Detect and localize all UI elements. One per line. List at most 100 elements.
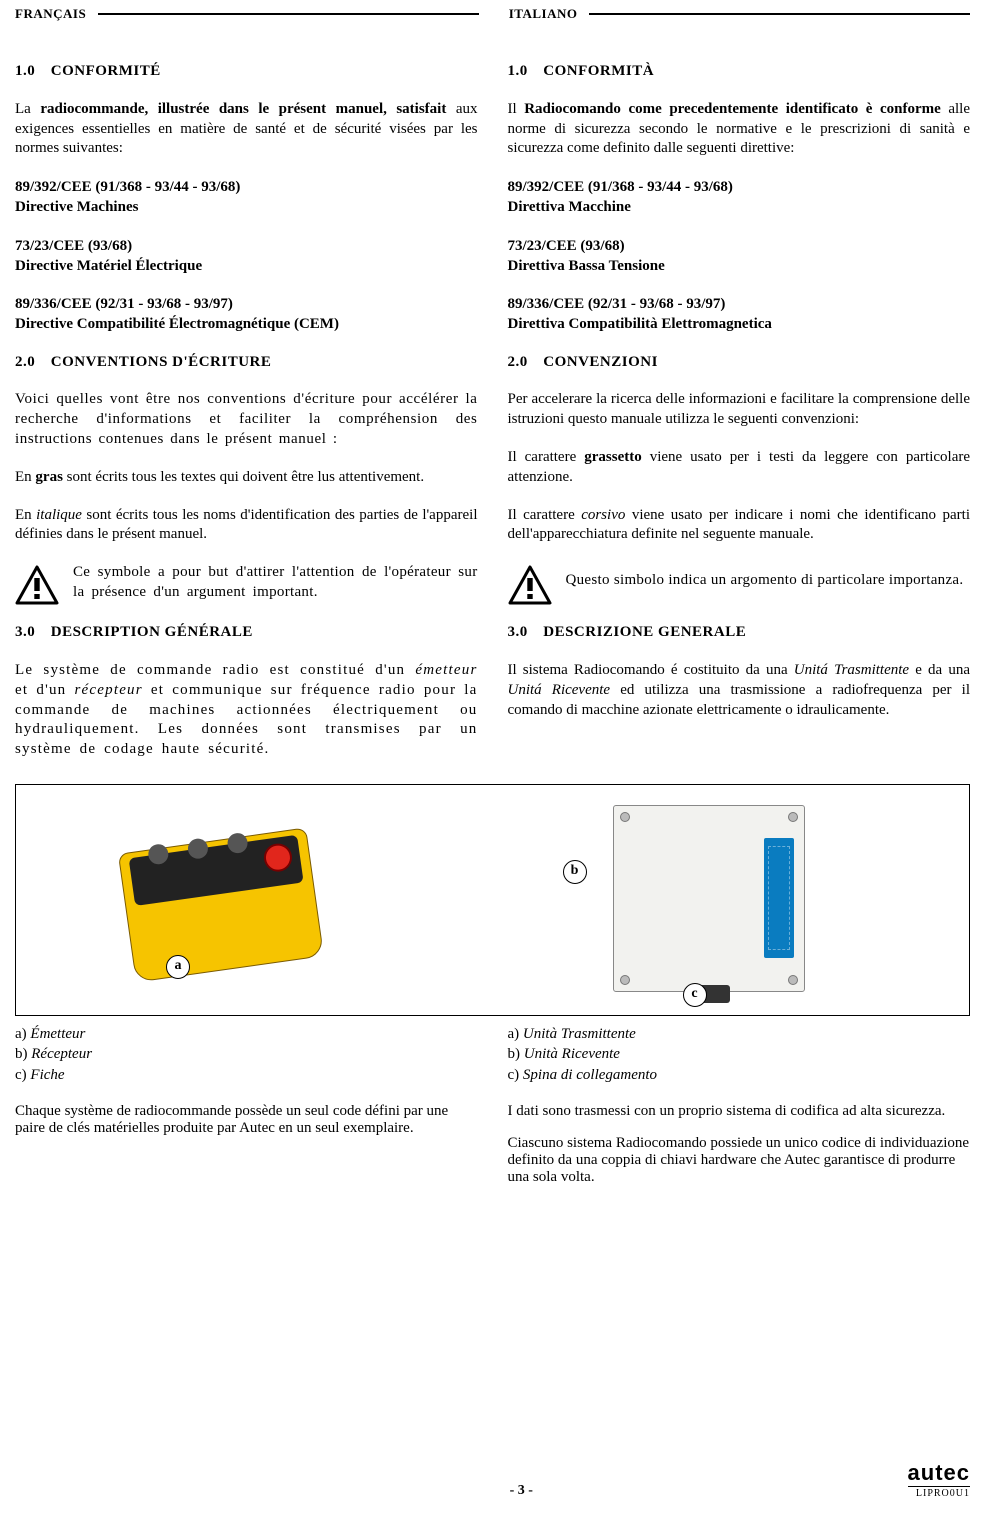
text: c) bbox=[508, 1067, 523, 1083]
text: émetteur bbox=[415, 662, 477, 678]
transmitter-illustration bbox=[118, 827, 324, 982]
fr-directive-2: 73/23/CEE (93/68) Directive Matériel Éle… bbox=[15, 236, 478, 277]
fr-sec2-p1: Voici quelles vont être nos conventions … bbox=[15, 390, 478, 449]
it-tail2: Ciascuno sistema Radiocomando possiede u… bbox=[508, 1135, 971, 1186]
marker-c: c bbox=[683, 983, 707, 1007]
text: radiocommande, illustrée dans le présent… bbox=[40, 101, 446, 117]
legend-item: b) Récepteur bbox=[15, 1044, 478, 1064]
text: 89/336/CEE (92/31 - 93/68 - 93/97) bbox=[15, 294, 478, 314]
it-tail1: I dati sono trasmessi con un proprio sis… bbox=[508, 1103, 971, 1120]
text: Directive Compatibilité Électromagnétiqu… bbox=[15, 314, 478, 334]
text: En bbox=[15, 469, 35, 485]
text: a) bbox=[508, 1026, 523, 1042]
it-sec2-p1: Per accelerare la ricerca delle informaz… bbox=[508, 390, 971, 430]
text: La bbox=[15, 101, 40, 117]
text: italique bbox=[36, 507, 82, 523]
it-directive-2: 73/23/CEE (93/68) Direttiva Bassa Tensio… bbox=[508, 236, 971, 277]
page-number: - 3 - bbox=[135, 1483, 908, 1499]
column-french: 1.0 CONFORMITÉ La radiocommande, illustr… bbox=[15, 62, 478, 778]
header-rule-2 bbox=[589, 13, 970, 15]
warning-icon bbox=[508, 565, 552, 605]
text: Unità Ricevente bbox=[524, 1046, 620, 1062]
text: Directive Machines bbox=[15, 197, 478, 217]
it-sec2-p3: Il carattere corsivo viene usato per ind… bbox=[508, 506, 971, 546]
text: sont écrits tous les textes qui doivent … bbox=[63, 469, 424, 485]
text: corsivo bbox=[581, 507, 625, 523]
fr-warning: Ce symbole a pour but d'attirer l'attent… bbox=[15, 563, 478, 605]
text: grassetto bbox=[584, 449, 641, 465]
it-sec2-title: 2.0 CONVENZIONI bbox=[508, 353, 971, 373]
legend-item: a) Unità Trasmittente bbox=[508, 1024, 971, 1044]
text: Unità Trasmittente bbox=[523, 1026, 636, 1042]
text: Directive Matériel Électrique bbox=[15, 256, 478, 276]
text: 89/392/CEE (91/368 - 93/44 - 93/68) bbox=[15, 177, 478, 197]
fr-tail: Chaque système de radiocommande possède … bbox=[15, 1103, 478, 1137]
text: Spina di collegamento bbox=[523, 1067, 657, 1083]
figure-legend: a) Émetteur b) Récepteur c) Fiche Chaque… bbox=[15, 1024, 970, 1201]
fr-sec3-p1: Le système de commande radio est constit… bbox=[15, 661, 478, 760]
marker-b: b bbox=[563, 860, 587, 884]
lang-right: ITALIANO bbox=[479, 6, 590, 22]
it-sec3-title: 3.0 DESCRIZIONE GENERALE bbox=[508, 623, 971, 643]
fr-sec1-p1: La radiocommande, illustrée dans le prés… bbox=[15, 100, 478, 159]
it-directive-3: 89/336/CEE (92/31 - 93/68 - 93/97) Diret… bbox=[508, 294, 971, 335]
legend-french: a) Émetteur b) Récepteur c) Fiche Chaque… bbox=[15, 1024, 478, 1201]
text: Direttiva Compatibilità Elettromagnetica bbox=[508, 314, 971, 334]
text: et d'un bbox=[15, 682, 75, 698]
text: gras bbox=[35, 469, 63, 485]
fr-sec1-title: 1.0 CONFORMITÉ bbox=[15, 62, 478, 82]
brand-name: autec bbox=[908, 1460, 970, 1486]
text: 89/392/CEE (91/368 - 93/44 - 93/68) bbox=[508, 177, 971, 197]
it-warning: Questo simbolo indica un argomento di pa… bbox=[508, 563, 971, 605]
text: Direttiva Macchine bbox=[508, 197, 971, 217]
text: En bbox=[15, 507, 36, 523]
fr-directive-1: 89/392/CEE (91/368 - 93/44 - 93/68) Dire… bbox=[15, 177, 478, 218]
it-sec3-p1: Il sistema Radiocomando é costituito da … bbox=[508, 661, 971, 720]
text: b) bbox=[508, 1046, 524, 1062]
language-header: FRANÇAIS ITALIANO bbox=[15, 6, 970, 22]
text: b) bbox=[15, 1046, 31, 1062]
it-sec1-title: 1.0 CONFORMITÀ bbox=[508, 62, 971, 82]
text: a) bbox=[15, 1026, 30, 1042]
legend-item: c) Fiche bbox=[15, 1065, 478, 1085]
receiver-illustration bbox=[613, 805, 805, 992]
text: Direttiva Bassa Tensione bbox=[508, 256, 971, 276]
system-figure: a b c bbox=[15, 784, 970, 1016]
it-warning-text: Questo simbolo indica un argomento di pa… bbox=[566, 563, 964, 591]
text: c) bbox=[15, 1067, 30, 1083]
brand-logo: autec LIPRO0U1 bbox=[908, 1460, 970, 1499]
text: 89/336/CEE (92/31 - 93/68 - 93/97) bbox=[508, 294, 971, 314]
it-sec2-p2: Il carattere grassetto viene usato per i… bbox=[508, 448, 971, 488]
lang-left: FRANÇAIS bbox=[15, 6, 98, 22]
text: Récepteur bbox=[31, 1046, 92, 1062]
text: Unitá Trasmittente bbox=[794, 662, 909, 678]
text: Le système de commande radio est constit… bbox=[15, 662, 415, 678]
text: Il bbox=[508, 101, 525, 117]
header-rule-1 bbox=[98, 13, 479, 15]
text: Émetteur bbox=[30, 1026, 85, 1042]
text: Unitá Ricevente bbox=[508, 682, 611, 698]
page-footer: - 3 - autec LIPRO0U1 bbox=[15, 1460, 970, 1499]
legend-italian: a) Unità Trasmittente b) Unità Ricevente… bbox=[508, 1024, 971, 1201]
fr-sec3-title: 3.0 DESCRIPTION GÉNÉRALE bbox=[15, 623, 478, 643]
figure-receiver: b c bbox=[493, 785, 970, 1015]
it-sec1-p1: Il Radiocomando come precedentemente ide… bbox=[508, 100, 971, 159]
text: Radiocomando come precedentemente identi… bbox=[524, 101, 941, 117]
text: e da una bbox=[909, 662, 970, 678]
text: 73/23/CEE (93/68) bbox=[15, 236, 478, 256]
fr-sec2-p3: En italique sont écrits tous les noms d'… bbox=[15, 506, 478, 546]
text: récepteur bbox=[75, 682, 143, 698]
legend-item: c) Spina di collegamento bbox=[508, 1065, 971, 1085]
text: Il carattere bbox=[508, 449, 585, 465]
it-directive-1: 89/392/CEE (91/368 - 93/44 - 93/68) Dire… bbox=[508, 177, 971, 218]
fr-warning-text: Ce symbole a pour but d'attirer l'attent… bbox=[73, 563, 478, 603]
marker-a: a bbox=[166, 955, 190, 979]
text: Fiche bbox=[30, 1067, 64, 1083]
text: Il sistema Radiocomando é costituito da … bbox=[508, 662, 794, 678]
fr-sec2-title: 2.0 CONVENTIONS D'ÉCRITURE bbox=[15, 353, 478, 373]
fr-directive-3: 89/336/CEE (92/31 - 93/68 - 93/97) Direc… bbox=[15, 294, 478, 335]
legend-item: b) Unità Ricevente bbox=[508, 1044, 971, 1064]
legend-item: a) Émetteur bbox=[15, 1024, 478, 1044]
text: Il carattere bbox=[508, 507, 582, 523]
fr-sec2-p2: En gras sont écrits tous les textes qui … bbox=[15, 468, 478, 488]
